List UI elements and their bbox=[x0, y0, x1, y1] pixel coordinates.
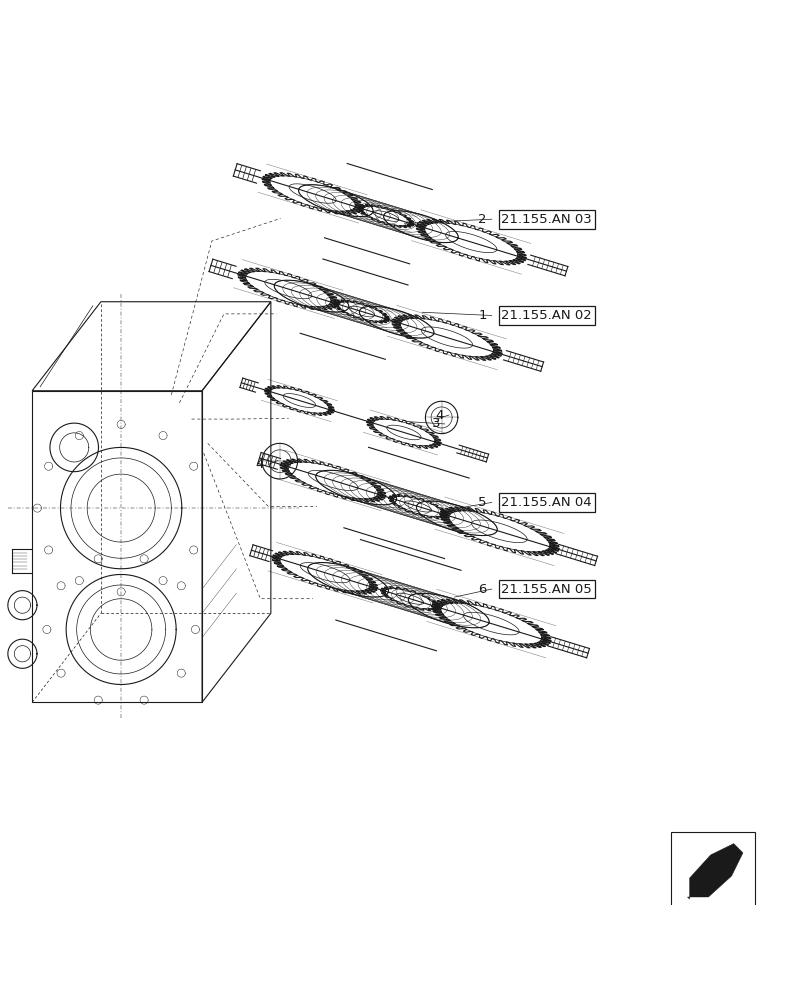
Text: 6: 6 bbox=[478, 583, 487, 596]
Text: 4: 4 bbox=[436, 409, 444, 422]
Text: 2: 2 bbox=[478, 213, 487, 226]
Text: 5: 5 bbox=[478, 496, 487, 509]
Text: 21.155.AN 03: 21.155.AN 03 bbox=[501, 213, 591, 226]
Text: 3: 3 bbox=[431, 417, 440, 430]
Text: 1: 1 bbox=[478, 309, 487, 322]
Text: 21.155.AN 04: 21.155.AN 04 bbox=[501, 496, 591, 509]
Text: 21.155.AN 02: 21.155.AN 02 bbox=[501, 309, 591, 322]
Text: 4: 4 bbox=[255, 458, 264, 471]
Polygon shape bbox=[687, 844, 742, 899]
Text: 21.155.AN 05: 21.155.AN 05 bbox=[501, 583, 591, 596]
